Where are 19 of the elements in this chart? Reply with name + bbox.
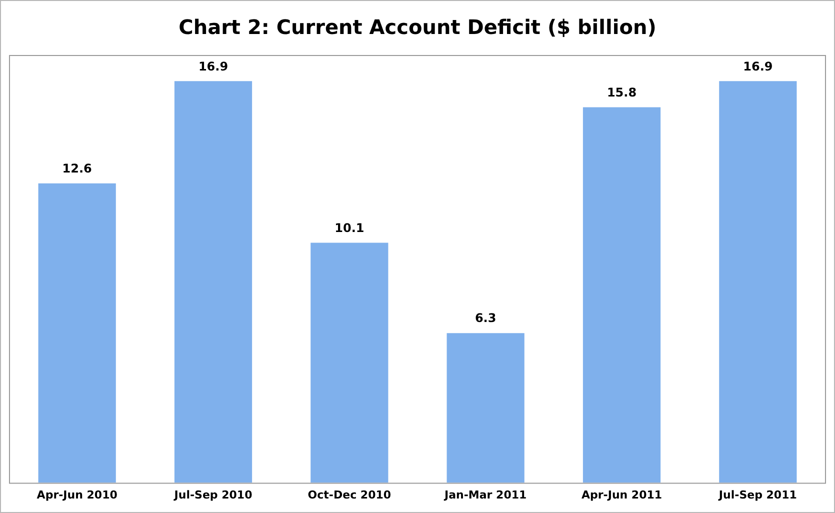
bar [174, 81, 252, 483]
bar [38, 183, 116, 483]
bar [719, 81, 797, 483]
data-label: 15.8 [606, 85, 637, 100]
x-tick-label: Apr-Jun 2011 [581, 488, 662, 502]
bar [582, 107, 661, 483]
bar [446, 333, 524, 483]
data-label: 16.9 [198, 59, 228, 74]
x-tick-label: Jul-Sep 2011 [718, 488, 797, 502]
data-label: 6.3 [474, 311, 496, 326]
data-label: 12.6 [62, 161, 92, 176]
data-label: 10.1 [334, 220, 364, 235]
x-tick-label: Jan-Mar 2011 [444, 488, 527, 502]
x-tick-label: Jul-Sep 2010 [173, 488, 253, 502]
x-tick-label: Apr-Jun 2010 [36, 488, 118, 502]
data-label: 16.9 [743, 59, 773, 74]
x-tick-label: Oct-Dec 2010 [308, 488, 392, 502]
bar [310, 242, 388, 483]
chart-title: Chart 2: Current Account Deficit ($ billion) [178, 15, 656, 40]
